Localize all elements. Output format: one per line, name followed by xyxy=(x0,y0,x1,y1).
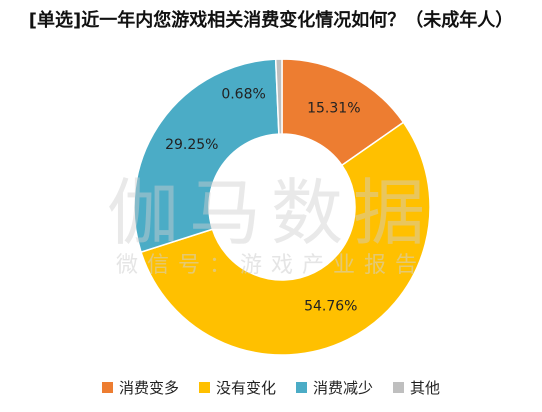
legend-item-3: 消费减少 xyxy=(296,377,373,398)
slice-label-4: 0.68% xyxy=(221,86,265,102)
chart-legend: 消费变多 没有变化 消费减少 其他 xyxy=(0,377,542,398)
slice-label-1: 15.31% xyxy=(307,101,360,117)
legend-label: 消费减少 xyxy=(313,379,374,397)
legend-label: 其他 xyxy=(410,379,441,397)
legend-swatch xyxy=(296,382,307,393)
slice-label-2: 54.76% xyxy=(304,299,357,315)
legend-item-4: 其他 xyxy=(393,377,440,398)
legend-swatch xyxy=(198,382,210,393)
legend-label: 消费变多 xyxy=(118,379,179,397)
legend-swatch xyxy=(101,382,113,393)
legend-item-2: 没有变化 xyxy=(198,377,276,398)
slice-1 xyxy=(281,58,405,167)
legend-item-1: 消费变多 xyxy=(101,377,179,398)
slice-label-3: 29.25% xyxy=(165,137,218,153)
watermark-main: 伽马数据 xyxy=(107,171,435,255)
slice-2 xyxy=(140,121,431,356)
legend-swatch xyxy=(393,382,405,393)
slice-4 xyxy=(274,58,283,135)
slice-3 xyxy=(133,58,280,254)
legend-label: 没有变化 xyxy=(215,379,276,397)
chart-title: [单选]近一年内您游戏相关消费变化情况如何？（未成年人） xyxy=(28,10,514,31)
watermark-sub: 微信号：游戏产业报告 xyxy=(116,253,426,278)
